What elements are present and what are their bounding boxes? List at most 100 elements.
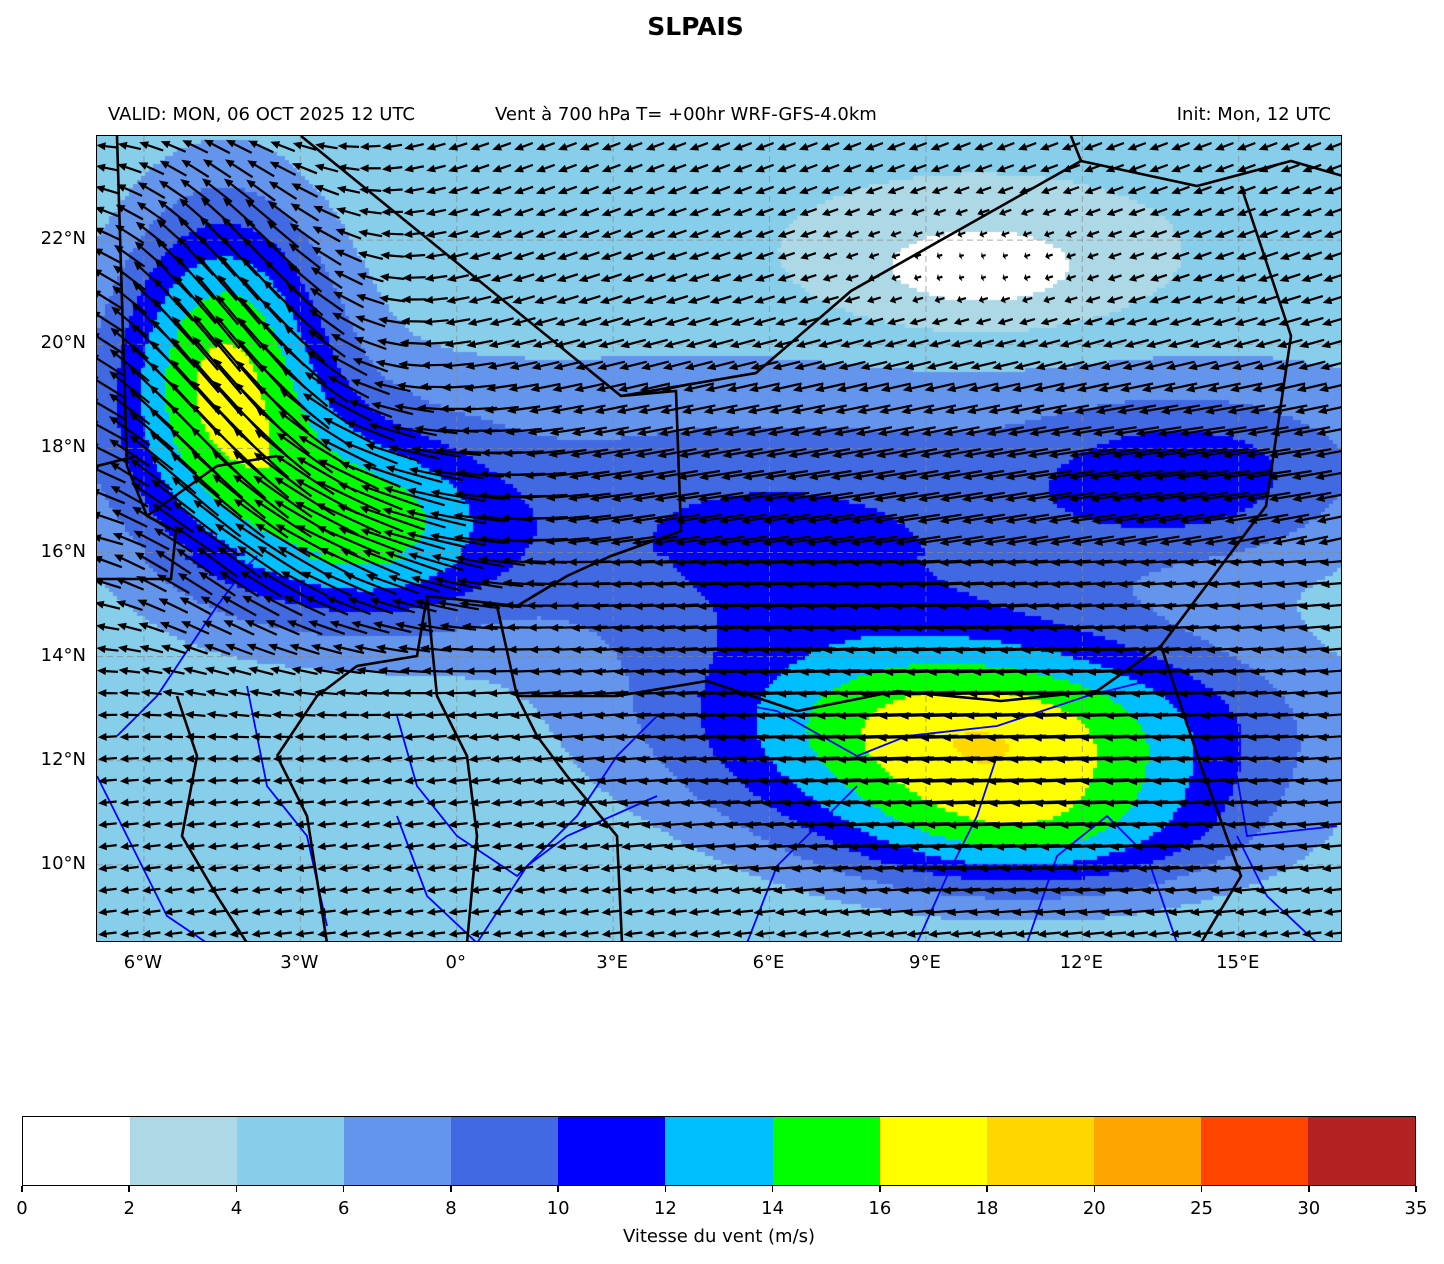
wind-arrow: [799, 185, 818, 195]
wind-arrow: [291, 666, 318, 676]
wind-arrow: [174, 526, 217, 555]
wind-arrow: [733, 185, 753, 195]
wind-arrow: [243, 218, 279, 251]
wind-arrow: [424, 733, 447, 741]
wind-arrow: [152, 298, 196, 346]
wind-arrow: [1026, 491, 1072, 503]
wind-arrow: [491, 842, 512, 851]
wind-arrow: [705, 382, 737, 393]
wind-arrow: [555, 798, 580, 807]
wind-arrow: [728, 360, 757, 371]
wind-arrow: [536, 907, 555, 916]
wind-arrow: [228, 732, 249, 741]
wind-arrow: [525, 449, 566, 458]
wind-arrow: [1295, 404, 1329, 415]
wind-arrow: [97, 689, 118, 698]
wind-arrow: [1321, 318, 1341, 327]
wind-arrow: [965, 426, 1002, 437]
wind-arrow: [1317, 711, 1341, 720]
wind-arrow: [1089, 469, 1141, 481]
wind-arrow: [1117, 558, 1156, 567]
wind-map: [96, 135, 1342, 942]
wind-arrow: [119, 689, 140, 697]
wind-arrow: [601, 141, 621, 151]
wind-arrow: [832, 448, 872, 459]
wind-arrow: [1301, 907, 1323, 916]
wind-arrow: [140, 666, 163, 675]
wind-arrow: [986, 426, 1025, 437]
wind-arrow: [1124, 338, 1149, 348]
wind-arrow: [557, 229, 578, 239]
wind-arrow: [723, 426, 762, 437]
wind-arrow: [137, 182, 166, 199]
wind-arrow: [1248, 689, 1288, 698]
wind-arrow: [362, 463, 423, 486]
wind-arrow: [292, 162, 318, 175]
wind-arrow: [171, 316, 219, 371]
wind-arrow: [719, 491, 766, 503]
wind-arrow: [193, 314, 242, 373]
wind-arrow: [468, 754, 491, 763]
wind-arrow: [528, 405, 562, 414]
wind-arrow: [622, 886, 644, 894]
wind-arrow: [1193, 141, 1212, 151]
wind-arrow: [431, 553, 485, 570]
wind-arrow: [577, 316, 602, 327]
wind-arrow: [181, 621, 210, 635]
wind-arrow: [786, 469, 830, 481]
wind-arrow: [571, 645, 607, 654]
wind-arrow: [654, 491, 700, 503]
wind-arrow: [454, 554, 505, 568]
wind-arrow: [1275, 623, 1305, 632]
wind-arrow: [1320, 580, 1341, 589]
wind-arrow: [576, 338, 603, 349]
wind-arrow: [1292, 491, 1332, 503]
wind-arrow: [514, 929, 533, 938]
wind-arrow: [400, 317, 428, 326]
wind-arrow: [159, 160, 187, 177]
wind-arrow: [158, 180, 188, 201]
wind-arrow: [113, 554, 146, 571]
wind-arrow: [1019, 317, 1036, 326]
wind-arrow: [388, 574, 441, 593]
wind-arrow: [645, 207, 665, 217]
wind-arrow: [1214, 229, 1234, 238]
wind-arrow: [1083, 141, 1103, 151]
wind-arrow: [310, 643, 343, 655]
wind-arrow: [557, 163, 577, 173]
wind-arrow: [860, 360, 888, 371]
wind-arrow: [97, 142, 119, 151]
colorbar-tick: [664, 1186, 667, 1192]
wind-arrow: [347, 597, 394, 615]
wind-arrow: [337, 142, 360, 151]
wind-arrow: [212, 474, 267, 520]
wind-arrow: [1103, 929, 1127, 938]
wind-arrow: [207, 907, 227, 916]
wind-arrow: [1055, 382, 1087, 393]
wind-arrow: [966, 404, 1001, 415]
wind-arrow: [589, 492, 633, 502]
wind-arrow: [710, 907, 732, 916]
wind-arrow: [807, 491, 853, 503]
wind-arrow: [309, 287, 344, 313]
wind-arrow: [1149, 207, 1168, 217]
wind-arrow: [142, 907, 161, 916]
wind-arrow: [1324, 208, 1341, 217]
wind-arrow: [1159, 646, 1202, 654]
wind-arrow: [952, 141, 971, 151]
wind-arrow: [828, 535, 876, 547]
wind-arrow: [1043, 295, 1056, 304]
wind-arrow: [755, 163, 774, 173]
wind-arrow: [1002, 273, 1009, 282]
wind-arrow: [492, 907, 512, 916]
wind-arrow: [751, 338, 778, 349]
wind-arrow: [860, 908, 887, 917]
wind-arrow: [909, 317, 927, 326]
wind-arrow: [634, 470, 676, 481]
wind-arrow: [1072, 602, 1113, 611]
wind-arrow: [1145, 908, 1172, 917]
wind-arrow: [1017, 141, 1037, 151]
wind-arrow: [926, 360, 953, 370]
figure-title: SLPAIS: [647, 12, 744, 41]
colorbar-tick-label: 25: [1190, 1198, 1213, 1219]
